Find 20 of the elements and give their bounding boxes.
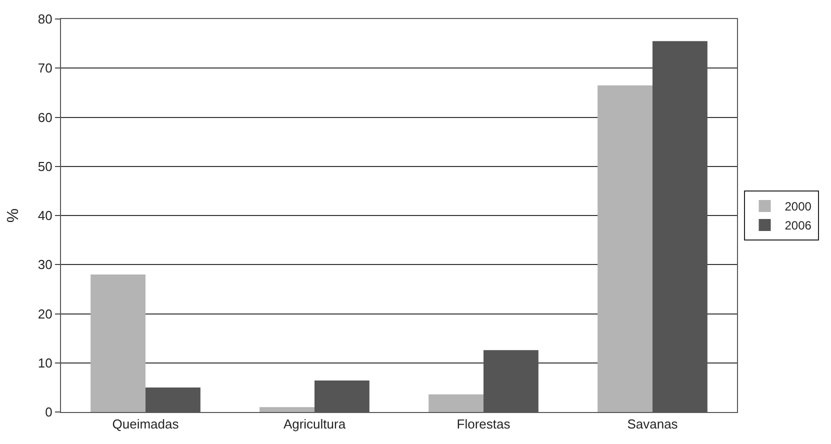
y-tick-label: 30 bbox=[38, 257, 52, 272]
y-tick-label: 60 bbox=[38, 110, 52, 125]
legend-label: 2006 bbox=[784, 218, 812, 233]
y-tick-label: 20 bbox=[38, 306, 52, 322]
x-tick-label: Florestas bbox=[456, 416, 511, 432]
bar bbox=[260, 407, 314, 412]
bar bbox=[598, 85, 652, 412]
y-axis-title: % bbox=[4, 208, 22, 223]
legend-label: 2000 bbox=[784, 200, 812, 214]
y-tick-label: 80 bbox=[38, 12, 52, 27]
y-tick-label: 40 bbox=[38, 208, 52, 224]
x-tick-label: Savanas bbox=[627, 416, 678, 432]
y-tick-label: 0 bbox=[45, 404, 52, 420]
x-tick-label: Queimadas bbox=[112, 416, 180, 432]
bar bbox=[90, 274, 146, 412]
bar bbox=[428, 394, 484, 412]
y-tick-label: 50 bbox=[38, 158, 52, 174]
y-tick-label: 70 bbox=[38, 60, 52, 76]
y-tick-label: 10 bbox=[38, 355, 52, 370]
x-tick-label: Agricultura bbox=[283, 416, 346, 432]
